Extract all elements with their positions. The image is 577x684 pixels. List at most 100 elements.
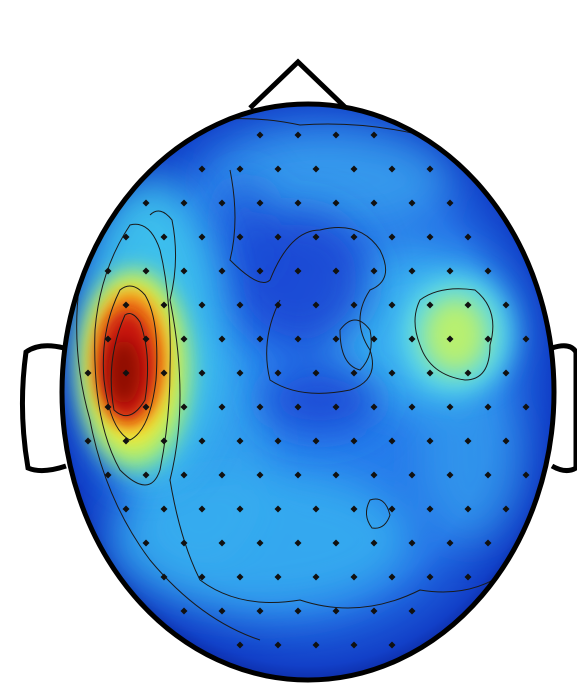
electrode xyxy=(198,301,206,309)
electrode xyxy=(274,165,282,173)
electrode xyxy=(256,335,264,343)
electrode xyxy=(426,573,434,581)
electrode xyxy=(502,505,510,513)
electrode xyxy=(256,471,264,479)
electrode xyxy=(274,641,282,649)
electrode xyxy=(294,403,302,411)
electrode xyxy=(370,403,378,411)
electrode xyxy=(160,505,168,513)
electrode xyxy=(370,267,378,275)
electrode xyxy=(274,233,282,241)
electrode xyxy=(350,437,358,445)
electrode xyxy=(388,437,396,445)
electrode xyxy=(350,233,358,241)
electrode xyxy=(350,573,358,581)
electrode xyxy=(464,573,472,581)
electrode xyxy=(198,165,206,173)
electrode xyxy=(332,199,340,207)
electrode xyxy=(236,165,244,173)
electrode xyxy=(370,607,378,615)
electrode xyxy=(180,335,188,343)
electrode xyxy=(256,607,264,615)
electrode xyxy=(180,403,188,411)
electrode xyxy=(198,233,206,241)
electrode xyxy=(122,437,130,445)
electrode xyxy=(332,131,340,139)
electrode xyxy=(218,199,226,207)
electrode xyxy=(236,233,244,241)
electrode xyxy=(408,471,416,479)
electrode xyxy=(236,437,244,445)
electrode xyxy=(408,335,416,343)
electrode xyxy=(256,267,264,275)
electrode xyxy=(522,335,530,343)
electrode xyxy=(104,403,112,411)
electrode xyxy=(122,301,130,309)
electrode xyxy=(502,301,510,309)
electrode xyxy=(446,471,454,479)
electrode xyxy=(350,165,358,173)
electrode xyxy=(446,199,454,207)
electrode xyxy=(218,335,226,343)
electrode xyxy=(122,369,130,377)
electrode xyxy=(312,369,320,377)
electrode xyxy=(446,403,454,411)
left-ear xyxy=(19,343,67,474)
electrode xyxy=(464,505,472,513)
electrode xyxy=(236,641,244,649)
electrode xyxy=(198,437,206,445)
electrode xyxy=(370,199,378,207)
electrode xyxy=(104,471,112,479)
electrode xyxy=(408,607,416,615)
electrode xyxy=(388,165,396,173)
electrode xyxy=(218,607,226,615)
electrode xyxy=(84,437,92,445)
electrode xyxy=(142,403,150,411)
electrode xyxy=(350,641,358,649)
electrode xyxy=(426,165,434,173)
electrode xyxy=(408,267,416,275)
electrode xyxy=(370,131,378,139)
dark-regions xyxy=(220,175,380,435)
electrode xyxy=(312,641,320,649)
head-outline xyxy=(19,58,577,683)
electrode xyxy=(294,267,302,275)
head xyxy=(59,101,557,683)
left-activation xyxy=(80,180,220,480)
electrode xyxy=(388,301,396,309)
electrode xyxy=(236,505,244,513)
electrode xyxy=(160,301,168,309)
electrode xyxy=(218,267,226,275)
electrode xyxy=(274,437,282,445)
electrode xyxy=(122,505,130,513)
electrode xyxy=(142,335,150,343)
electrode xyxy=(294,199,302,207)
electrode xyxy=(256,539,264,547)
electrode xyxy=(446,267,454,275)
electrode xyxy=(426,233,434,241)
electrode xyxy=(294,335,302,343)
electrode xyxy=(350,301,358,309)
electrode xyxy=(484,403,492,411)
electrode xyxy=(160,233,168,241)
electrode xyxy=(122,233,130,241)
electrode xyxy=(370,471,378,479)
electrode xyxy=(218,471,226,479)
electrode xyxy=(484,267,492,275)
electrode xyxy=(464,437,472,445)
electrode xyxy=(256,403,264,411)
electrode xyxy=(388,641,396,649)
electrode xyxy=(256,199,264,207)
electrode xyxy=(426,301,434,309)
electrode xyxy=(180,267,188,275)
electrode xyxy=(104,335,112,343)
electrode xyxy=(388,505,396,513)
electrode xyxy=(312,505,320,513)
electrode xyxy=(408,199,416,207)
electrode xyxy=(332,471,340,479)
electrode xyxy=(484,335,492,343)
electrode xyxy=(426,437,434,445)
electrode xyxy=(312,233,320,241)
electrode xyxy=(332,539,340,547)
